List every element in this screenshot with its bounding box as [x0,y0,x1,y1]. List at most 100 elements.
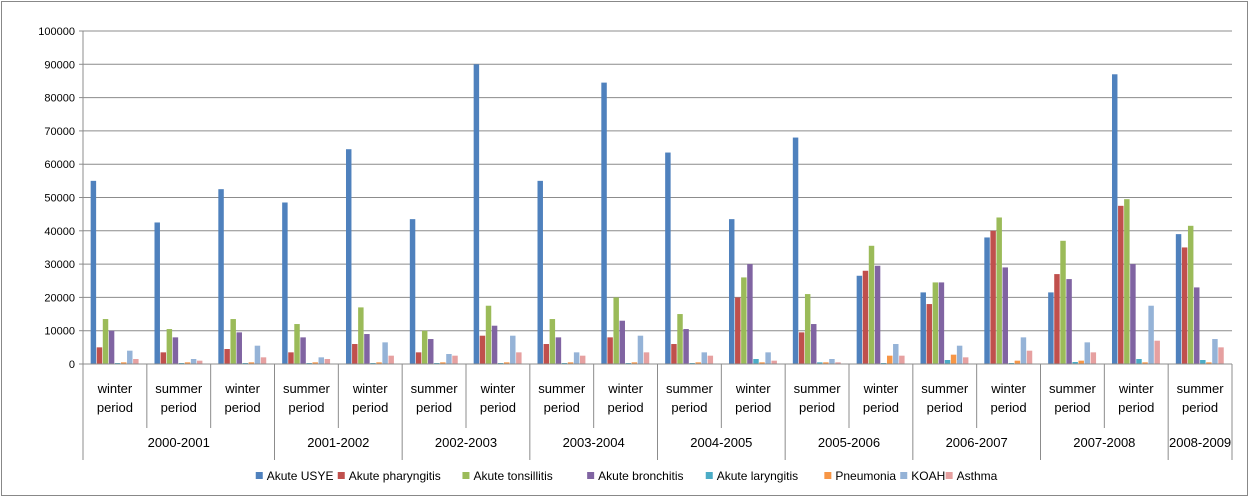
bar [1194,287,1200,364]
bar [254,345,261,364]
category-label: winter [97,381,133,396]
bar [1048,292,1054,364]
legend-label: Akute bronchitis [598,469,683,483]
bar [376,362,382,364]
gridlines [83,30,1232,332]
bar [382,342,388,364]
category-label: winter [863,381,899,396]
bar [701,352,708,364]
legend-item: KOAH [900,469,945,483]
bar [421,330,428,364]
bar [938,282,945,364]
bar [874,265,881,364]
year-group-label: 2001-2002 [307,435,369,450]
bar [1218,347,1224,364]
bar [491,325,498,364]
category-label: winter [480,381,516,396]
category-label: period [608,400,644,415]
bar [440,362,446,364]
category-label: winter [1118,381,1154,396]
y-axis: 0 10000 20000 30000 40000 50000 60000 70000 8000… [38,26,84,371]
bar [1002,267,1008,364]
bar [503,362,510,364]
category-label: period [735,400,771,415]
legend-item: Akute bronchitis [587,469,684,483]
y-tick-label: 70000 [44,126,75,138]
bar [1026,350,1033,364]
y-tick-label: 90000 [44,59,75,71]
bar [728,219,735,364]
bar [707,355,714,364]
category-label: period [799,400,835,415]
legend-swatch [824,472,832,479]
bar [665,152,671,364]
bar [1154,340,1160,364]
year-group-label: 2004-2005 [690,435,752,450]
category-label: winter [224,381,260,396]
bar [1020,337,1027,364]
category-label: period [1182,400,1218,415]
bar [695,362,701,364]
bar [735,297,741,364]
category-label: summer [1049,381,1097,396]
bar [893,344,899,364]
category-label: summer [1177,381,1225,396]
x-axis: winter period summer period winter period summ… [82,363,1233,460]
bar [984,237,990,364]
bar [1187,225,1194,364]
legend-swatch [337,472,345,479]
bar [573,352,580,364]
bar [607,337,613,364]
legend-label: KOAH [911,469,945,483]
bar [862,270,869,364]
category-label: period [1118,400,1154,415]
bar [996,217,1002,364]
y-tick-label: 10000 [44,326,75,338]
bar [352,344,358,364]
bar [823,362,829,364]
legend-item: Akute laryngitis [705,469,798,483]
bar [579,355,586,364]
category-label: summer [538,381,586,396]
bar [543,344,550,364]
bar [415,352,422,364]
y-tick-label: 50000 [44,193,75,205]
bar [555,337,562,364]
bar [236,332,242,364]
year-group-label: 2005-2006 [818,435,880,450]
bar [1066,279,1072,364]
year-group-label: 2007-2008 [1073,435,1135,450]
bar [1084,342,1091,364]
bar [166,329,173,364]
legend: Akute USYE Akute pharyngitis Akute tonsill… [255,469,998,483]
category-label: period [863,400,899,415]
bar [473,64,480,365]
bar [771,360,777,364]
year-group-label: 2003-2004 [563,435,625,450]
bar [835,362,841,364]
bar [428,339,434,364]
category-label: period [480,400,516,415]
bar [172,337,179,364]
legend-item: Pneumonia [824,469,896,483]
category-label: period [352,400,388,415]
legend-item: Asthma [945,469,998,483]
category-label: winter [352,381,388,396]
category-label: period [161,400,197,415]
bar [120,362,127,364]
year-group-label: 2006-2007 [946,435,1008,450]
year-group-label: 2000-2001 [148,435,210,450]
legend-label: Pneumonia [835,469,896,483]
bar [282,202,288,364]
bar [452,355,458,364]
bar [90,180,97,364]
category-label: summer [411,381,459,396]
bar [549,319,556,364]
year-group-label: 2008-2009 [1169,435,1231,450]
bar [345,149,352,364]
category-label: period [225,400,261,415]
bar [567,362,574,364]
bar [990,230,996,364]
y-tick-label: 80000 [44,93,75,105]
